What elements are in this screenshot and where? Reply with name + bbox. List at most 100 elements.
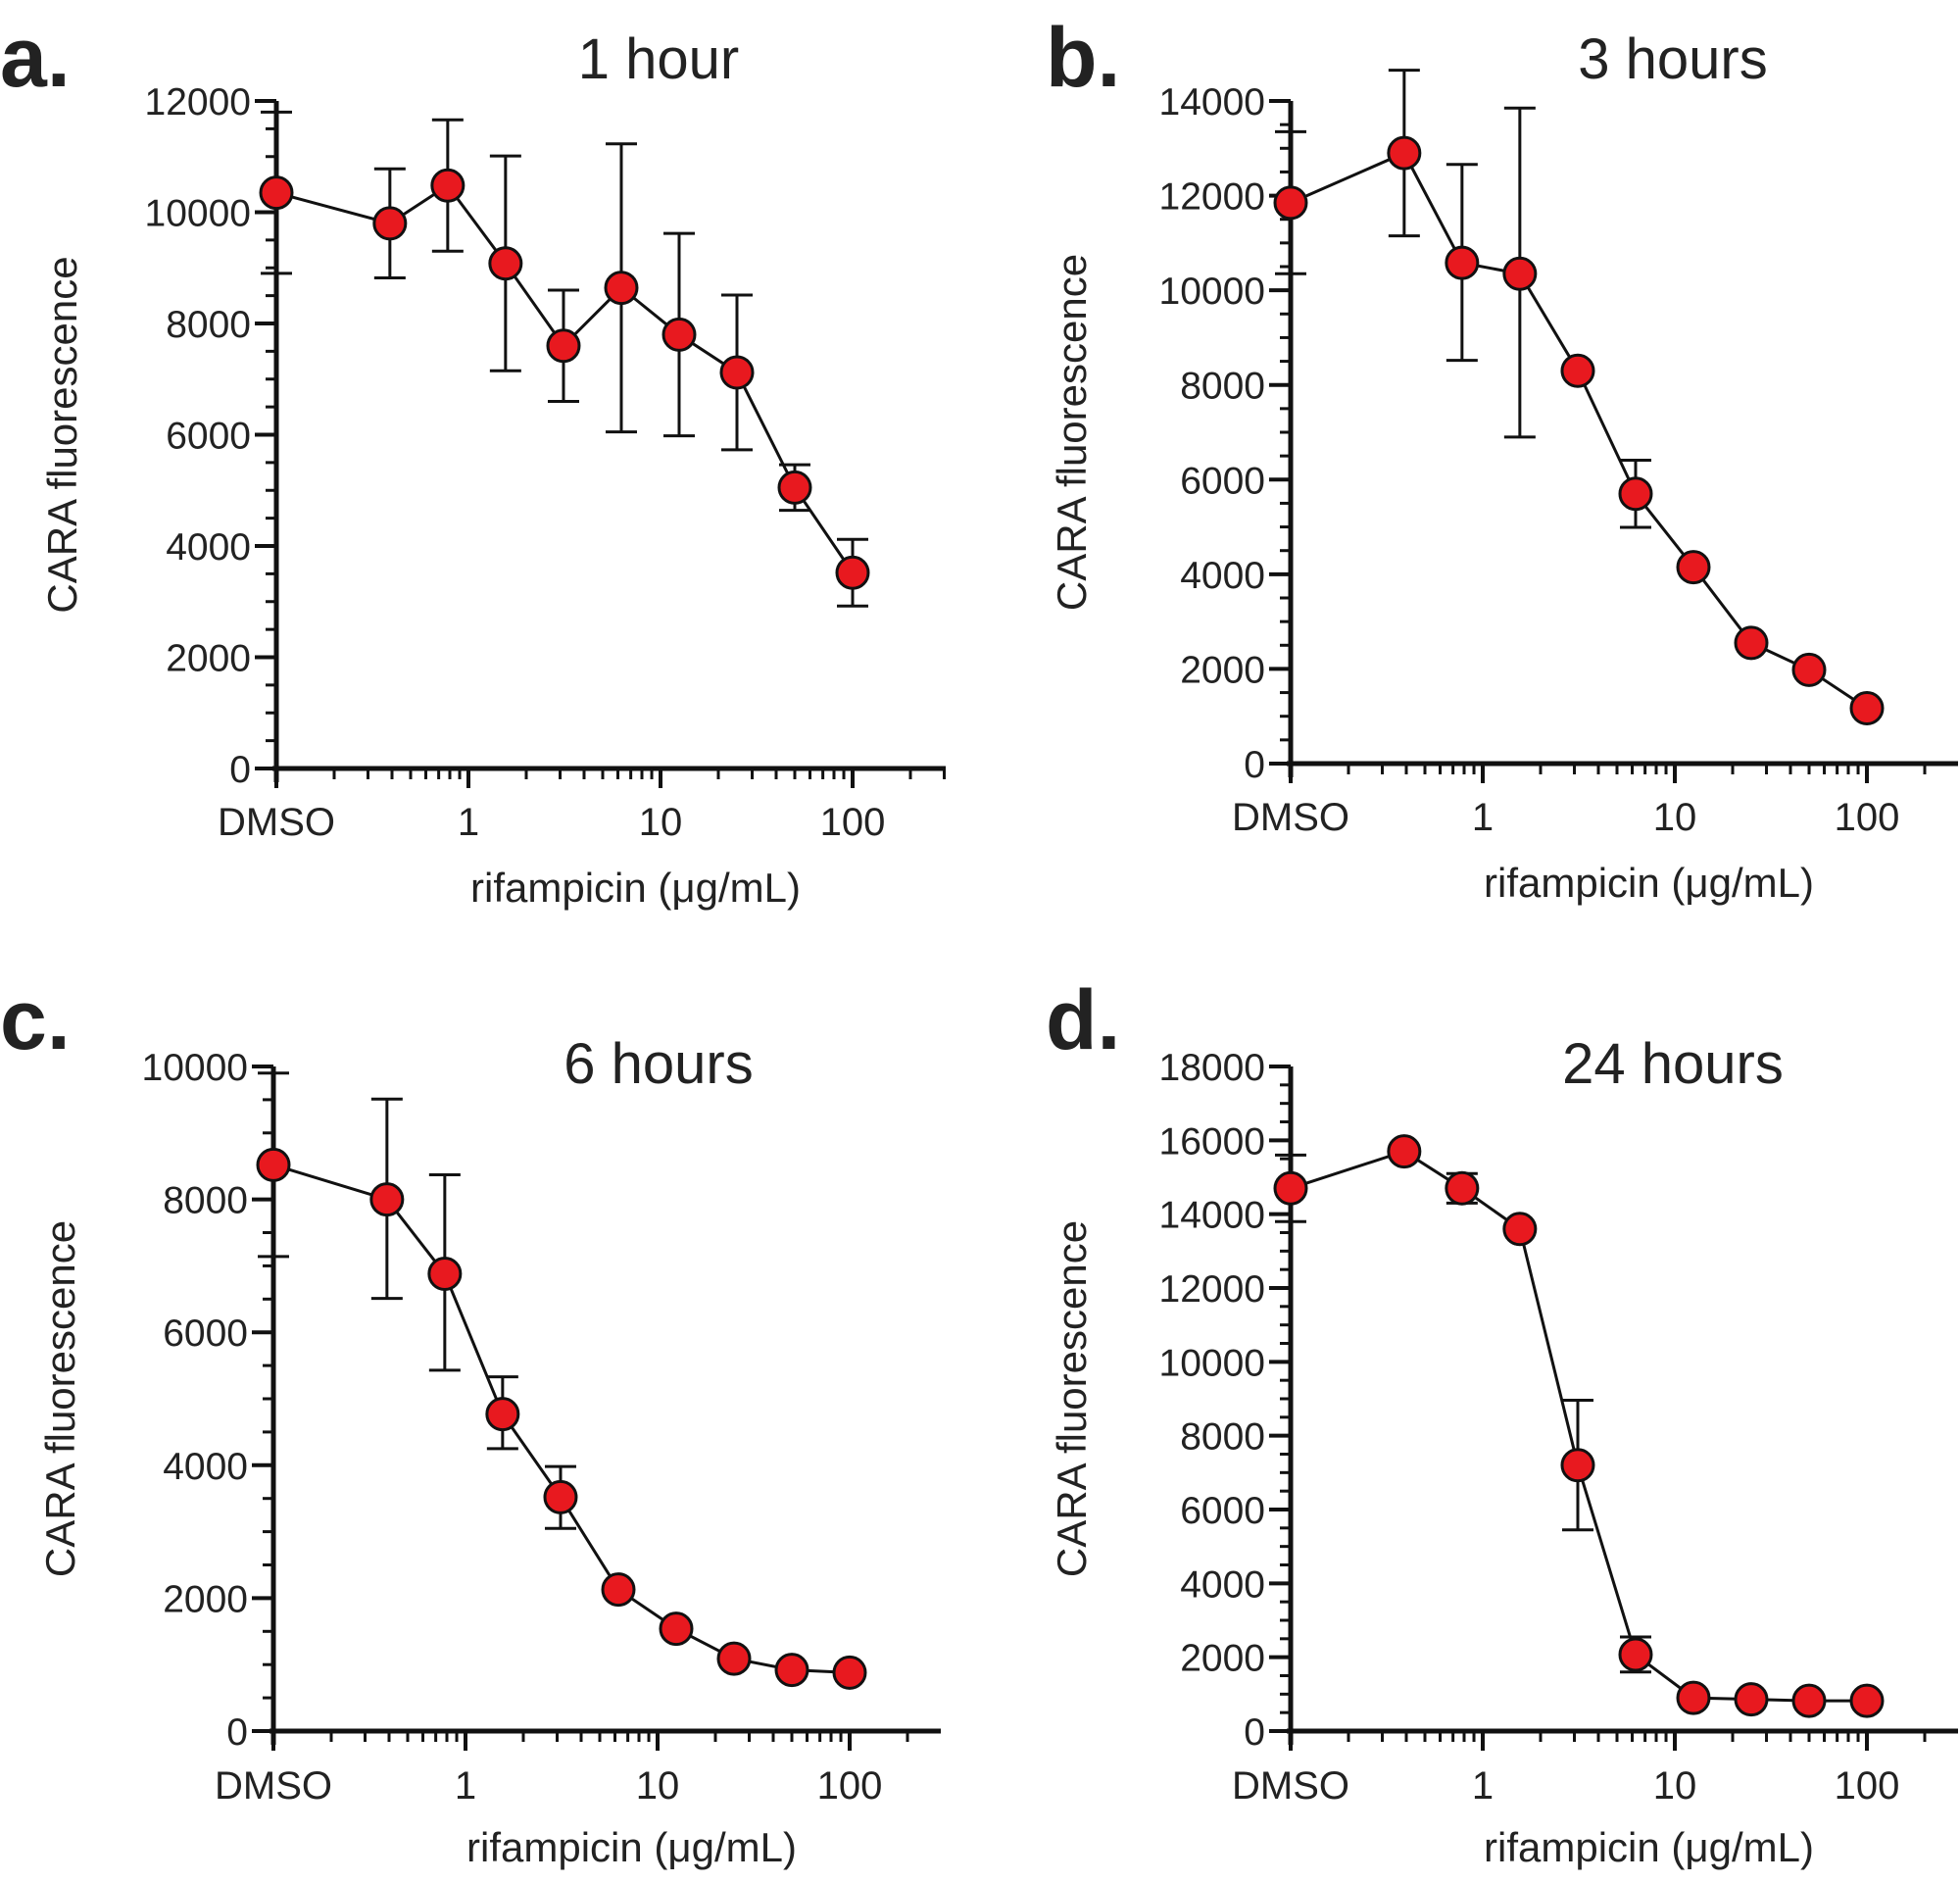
y-tick-label: 2000: [166, 638, 251, 680]
y-tick-label: 4000: [166, 526, 251, 569]
y-tick-label: 10000: [142, 1047, 248, 1089]
data-point: [1502, 1212, 1538, 1247]
data-point: [774, 1653, 809, 1688]
x-tick-label: DMSO: [1232, 796, 1349, 839]
data-point: [604, 271, 639, 306]
data-point: [832, 1655, 867, 1690]
y-tick-label: 4000: [1180, 555, 1265, 597]
data-point: [1560, 1448, 1595, 1483]
data-point: [1502, 256, 1538, 291]
y-tick-label: 6000: [163, 1313, 248, 1355]
chart-title: 6 hours: [564, 1032, 753, 1096]
y-tick-label: 6000: [1180, 1490, 1265, 1532]
series-line: [272, 1163, 851, 1674]
data-point: [659, 1611, 694, 1647]
y-tick-label: 14000: [1159, 81, 1265, 124]
y-tick-label: 14000: [1159, 1195, 1265, 1237]
y-tick-label: 10000: [1159, 1342, 1265, 1384]
y-tick-label: 12000: [1159, 1268, 1265, 1311]
y-tick-label: 8000: [1180, 1416, 1265, 1459]
y-tick-label: 10000: [1159, 271, 1265, 313]
y-tick-label: 0: [226, 1711, 248, 1754]
y-axis-label: CARA fluorescence: [37, 1220, 83, 1577]
data-point: [719, 355, 755, 390]
data-point: [1560, 353, 1595, 388]
x-tick-label: 1: [1472, 796, 1494, 839]
y-axis-label: CARA fluorescence: [1049, 1220, 1095, 1577]
y-tick-label: 10000: [145, 193, 251, 235]
y-tick-label: 2000: [1180, 1638, 1265, 1680]
y-tick-label: 2000: [1180, 649, 1265, 691]
data-point: [1676, 1680, 1711, 1715]
data-point: [835, 555, 870, 590]
panel-label: c.: [0, 973, 71, 1067]
data-point: [1791, 1683, 1827, 1718]
data-point: [543, 1479, 578, 1514]
x-tick-label: 1: [1472, 1764, 1494, 1808]
y-tick-label: 6000: [166, 416, 251, 458]
series-line: [275, 183, 855, 574]
data-point: [488, 246, 523, 281]
data-point: [372, 206, 408, 241]
chart-title: 1 hour: [578, 27, 739, 91]
data-point: [1387, 135, 1422, 171]
chart-panel-d: d. 24 hours 0 2000 4000 6000 8000 10000 12000 140…: [1046, 973, 1958, 1870]
data-point: [1618, 1637, 1653, 1672]
data-point: [1273, 1170, 1308, 1206]
x-tick-label: 10: [639, 801, 683, 844]
data-point: [716, 1641, 752, 1676]
y-tick-label: 6000: [1180, 460, 1265, 502]
y-tick-label: 8000: [163, 1180, 248, 1222]
data-point: [256, 1147, 291, 1182]
data-point: [259, 175, 294, 211]
x-tick-label: 100: [820, 801, 886, 844]
y-tick-label: 8000: [1180, 366, 1265, 408]
x-axis-label: rifampicin (μg/mL): [470, 865, 801, 911]
x-axis-label: rifampicin (μg/mL): [1484, 1824, 1814, 1870]
y-tick-label: 4000: [1180, 1563, 1265, 1606]
data-point: [1445, 245, 1480, 280]
y-tick-label: 0: [229, 749, 251, 791]
y-tick-label: 8000: [166, 304, 251, 346]
data-point: [1445, 1170, 1480, 1206]
y-tick-label: 18000: [1159, 1047, 1265, 1089]
series-line: [1290, 151, 1868, 710]
data-point: [1387, 1134, 1422, 1169]
y-tick-label: 0: [1244, 1711, 1265, 1754]
data-point: [1273, 185, 1308, 221]
data-point: [1849, 1683, 1885, 1718]
panel-label: d.: [1046, 973, 1120, 1067]
chart-title: 24 hours: [1562, 1032, 1784, 1096]
data-point: [485, 1397, 520, 1432]
y-axis-label: CARA fluorescence: [39, 256, 85, 613]
panel-label: a.: [0, 11, 71, 105]
y-tick-label: 2000: [163, 1578, 248, 1620]
data-point: [1849, 691, 1885, 726]
x-tick-label: 10: [1653, 1764, 1697, 1808]
data-point: [1734, 625, 1769, 661]
data-point: [546, 328, 581, 364]
x-tick-label: 100: [1835, 1764, 1900, 1808]
x-tick-label: 100: [817, 1764, 883, 1808]
chart-panel-b: b. 3 hours 0 2000 4000 6000 8000 10000 12000 1400…: [1046, 11, 1958, 906]
y-tick-label: 12000: [1159, 176, 1265, 219]
y-tick-label: 12000: [145, 81, 251, 124]
x-tick-label: 10: [1653, 796, 1697, 839]
x-tick-label: 1: [455, 1764, 476, 1808]
y-axis-label: CARA fluorescence: [1049, 254, 1095, 611]
y-tick-label: 16000: [1159, 1120, 1265, 1163]
x-tick-label: DMSO: [215, 1764, 332, 1808]
y-tick-label: 0: [1244, 744, 1265, 786]
y-tick-label: 4000: [163, 1446, 248, 1488]
x-tick-label: 10: [636, 1764, 680, 1808]
data-point: [1791, 652, 1827, 687]
data-point: [1676, 550, 1711, 585]
x-axis-label: rifampicin (μg/mL): [466, 1824, 797, 1870]
data-point: [601, 1572, 636, 1608]
x-tick-label: DMSO: [1232, 1764, 1349, 1808]
x-tick-label: 100: [1835, 796, 1900, 839]
data-point: [662, 317, 697, 352]
x-tick-label: 1: [458, 801, 479, 844]
chart-panel-c: c. 6 hours 0 2000 4000 6000 8000 10000 DMSO 1 10 10…: [0, 973, 941, 1870]
